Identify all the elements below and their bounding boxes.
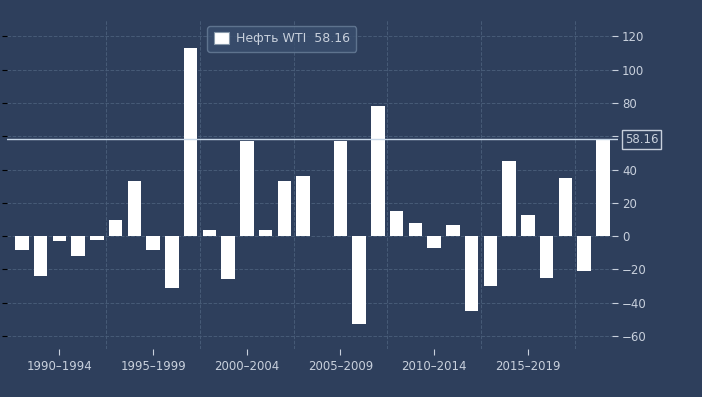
Bar	[352, 236, 366, 324]
Bar	[15, 236, 29, 249]
Bar	[333, 141, 347, 236]
Bar	[390, 211, 404, 236]
Bar	[559, 178, 572, 236]
Bar	[90, 236, 104, 239]
Bar	[596, 139, 609, 236]
Bar	[221, 236, 235, 279]
Bar	[203, 229, 216, 236]
Bar	[296, 176, 310, 236]
Bar	[577, 236, 591, 271]
Bar	[484, 236, 497, 286]
Bar	[409, 223, 422, 236]
Bar	[259, 229, 272, 236]
Bar	[503, 161, 516, 236]
Bar	[34, 236, 48, 276]
Bar	[446, 225, 460, 236]
Bar	[428, 236, 441, 248]
Bar	[147, 236, 160, 249]
Bar	[240, 141, 253, 236]
Bar	[277, 181, 291, 236]
Bar	[53, 236, 66, 241]
Bar	[184, 48, 197, 236]
Bar	[128, 181, 141, 236]
Bar	[109, 220, 122, 236]
Bar	[165, 236, 178, 288]
Text: 58.16: 58.16	[625, 133, 658, 146]
Bar	[540, 236, 553, 278]
Bar	[521, 214, 535, 236]
Bar	[465, 236, 478, 311]
Bar	[72, 236, 85, 256]
Legend: Нефть WTI  58.16: Нефть WTI 58.16	[207, 26, 357, 52]
Bar	[371, 106, 385, 236]
